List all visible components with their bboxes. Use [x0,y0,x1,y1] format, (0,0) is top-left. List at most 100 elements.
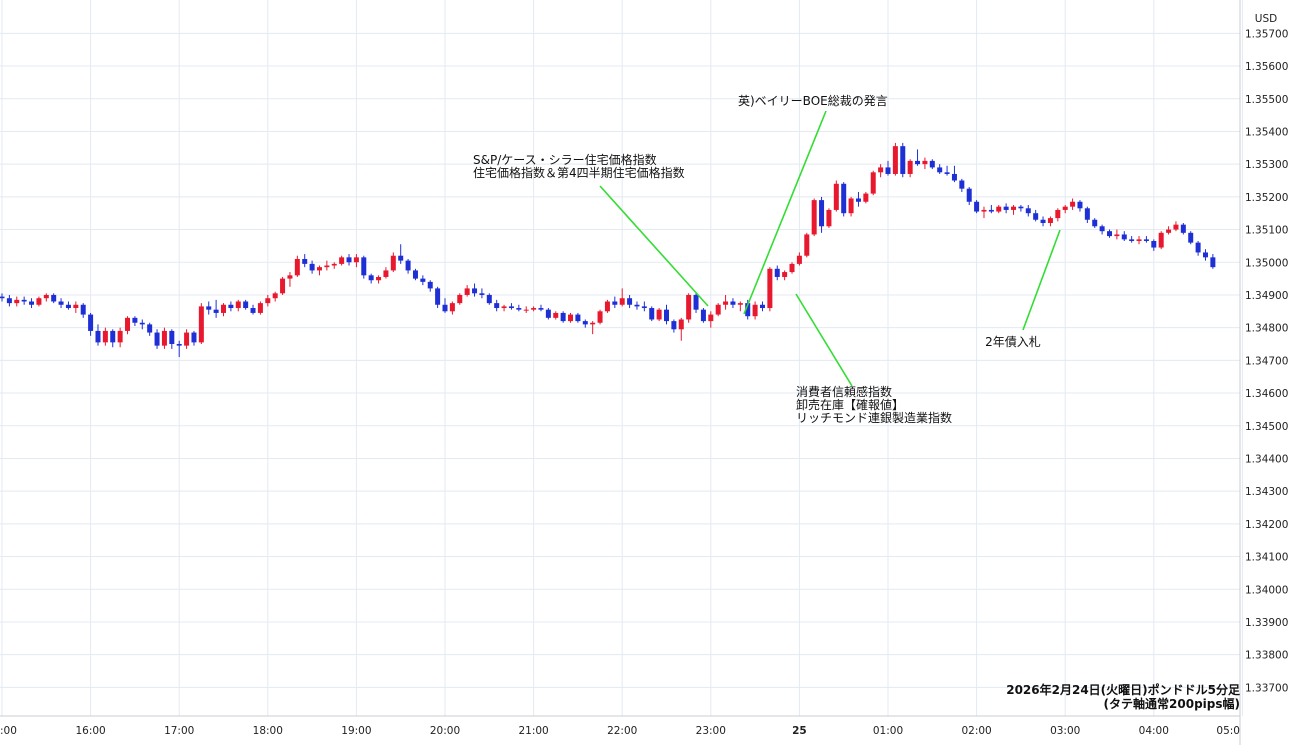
candle-body [6,298,12,304]
candle [1092,218,1098,228]
candle-body [1166,229,1172,233]
candle [575,312,581,323]
candle-body [855,198,861,202]
candle-body [339,257,345,264]
candle [65,301,71,310]
x-tick-label: 18:00 [253,725,283,737]
candle-body [1151,240,1157,248]
candle-body [139,322,145,325]
candle-body [213,309,219,313]
candle-body [1040,219,1046,224]
candle [833,180,839,212]
candle [752,301,758,320]
candle-body [937,167,943,173]
candle-body [472,288,478,294]
candle-body [833,183,839,210]
candle [420,275,426,286]
candle-body [88,314,94,331]
annotation-text: 卸売在庫【確報値】 [796,397,904,412]
candle [767,267,773,312]
candle [36,296,42,307]
candle-body [486,294,492,304]
y-tick-label: 1.35700 [1245,28,1288,40]
y-tick-label: 1.34500 [1245,421,1288,433]
candle [1070,198,1076,210]
candle-body [125,317,131,331]
time-axis[interactable]: :00 16:00 17:00 18:00 19:00 20:00 21:00 22:00 23… [0,725,1240,737]
candle [198,303,204,344]
candle [390,252,396,273]
candle-body [560,312,566,322]
candle [346,254,352,266]
candle-body [708,314,714,322]
candle [265,294,271,307]
candle-body [95,330,101,343]
candle [1099,224,1105,235]
x-tick-label: 21:00 [518,725,548,737]
candle-body [228,304,234,309]
candle-body [981,209,987,212]
candle-body [221,304,226,313]
candle [206,301,212,315]
candle [782,270,788,281]
y-tick-label: 1.34200 [1245,519,1288,531]
candle-body [294,258,300,276]
candle [51,293,57,304]
candle [634,301,640,310]
candle [715,303,721,317]
x-tick-label: 17:00 [164,725,194,737]
currency-label[interactable]: USD [1255,13,1277,25]
candle [302,254,308,268]
candle [43,293,49,302]
candle-body [1202,252,1208,258]
candle [1003,203,1009,214]
y-tick-label: 1.35000 [1245,257,1288,269]
candle [1202,249,1208,261]
candle [1018,205,1024,212]
candle-body [235,301,241,309]
candle-body [1129,239,1135,241]
candle-body [65,304,71,309]
candle-body [678,319,684,330]
candle [693,293,699,313]
candle [1180,223,1186,235]
candle-body [243,301,249,309]
candle-body [494,303,500,309]
candle [294,255,300,277]
annotation-text: 英)ベイリーBOE総裁の発言 [738,94,888,108]
candle-body [715,304,721,315]
candle-body [863,193,869,202]
candle-body [1195,242,1201,253]
candle [966,187,972,206]
candle [656,308,662,322]
candle [1166,226,1172,235]
x-tick-label: 20:00 [430,725,460,737]
candle [545,308,551,320]
candle [723,294,729,310]
grid [0,0,1243,716]
y-tick-label: 1.33700 [1245,682,1288,694]
candle-body [250,308,256,313]
candle-body [745,303,751,317]
candle [1033,209,1039,222]
candle [560,311,566,323]
annotation-leader-line [795,293,853,387]
candle [627,294,633,309]
candle [892,142,898,176]
candle [774,265,780,281]
candle [708,311,714,328]
y-tick-label: 1.34100 [1245,552,1288,564]
price-axis[interactable]: 1.33700 1.33800 1.33900 1.34000 1.34100 1.342… [1245,28,1288,694]
candle-body [1114,234,1120,237]
candle [796,252,802,266]
candle [678,317,684,341]
candle [228,301,234,312]
y-tick-label: 1.34700 [1245,355,1288,367]
candle [383,267,389,279]
candle-body [257,303,263,313]
candle-body [531,308,537,310]
candle-body [796,255,802,264]
candle [169,329,175,349]
candle [1011,205,1017,215]
